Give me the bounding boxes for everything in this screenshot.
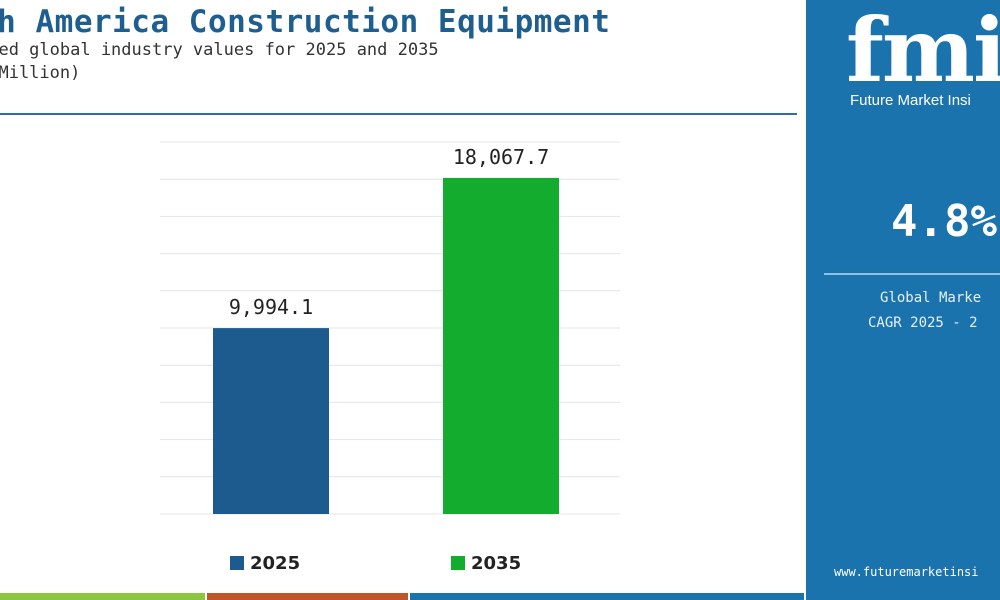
chart-title: th America Construction Equipment xyxy=(0,4,611,40)
chart-unit: D Million) xyxy=(0,63,81,83)
logo-tagline: Future Market Insi xyxy=(850,92,971,109)
legend-label-2035: 2035 xyxy=(471,552,522,574)
fmi-logo: fmi xyxy=(846,0,1000,102)
cagr-value: 4.8% xyxy=(891,196,997,247)
sidebar-border xyxy=(804,0,806,600)
legend-item-2035: 2035 xyxy=(451,552,522,574)
header-divider xyxy=(0,113,797,115)
legend-swatch-2025 xyxy=(230,556,244,570)
footer-stripe-orange xyxy=(207,593,408,600)
footer-stripe-green xyxy=(0,593,205,600)
chart-subtitle: ated global industry values for 2025 and… xyxy=(0,40,439,60)
legend-swatch-2035 xyxy=(451,556,465,570)
cagr-label-line1: Global Marke xyxy=(880,290,982,306)
cagr-label-line2: CAGR 2025 - 2 xyxy=(868,315,978,331)
website-url: www.futuremarketinsi xyxy=(834,565,979,579)
bar-chart: 9,994.1 18,067.7 xyxy=(160,141,620,515)
data-label-2035: 18,067.7 xyxy=(453,145,549,169)
bar-2025 xyxy=(213,328,329,514)
footer-stripe-blue xyxy=(410,593,804,600)
sidebar-panel: fmi Future Market Insi 4.8% Global Marke… xyxy=(806,0,1000,600)
sidebar-divider xyxy=(824,273,1000,275)
bar-2035 xyxy=(443,177,559,514)
legend-item-2025: 2025 xyxy=(230,552,301,574)
legend-label-2025: 2025 xyxy=(250,552,301,574)
data-label-2025: 9,994.1 xyxy=(229,295,313,319)
